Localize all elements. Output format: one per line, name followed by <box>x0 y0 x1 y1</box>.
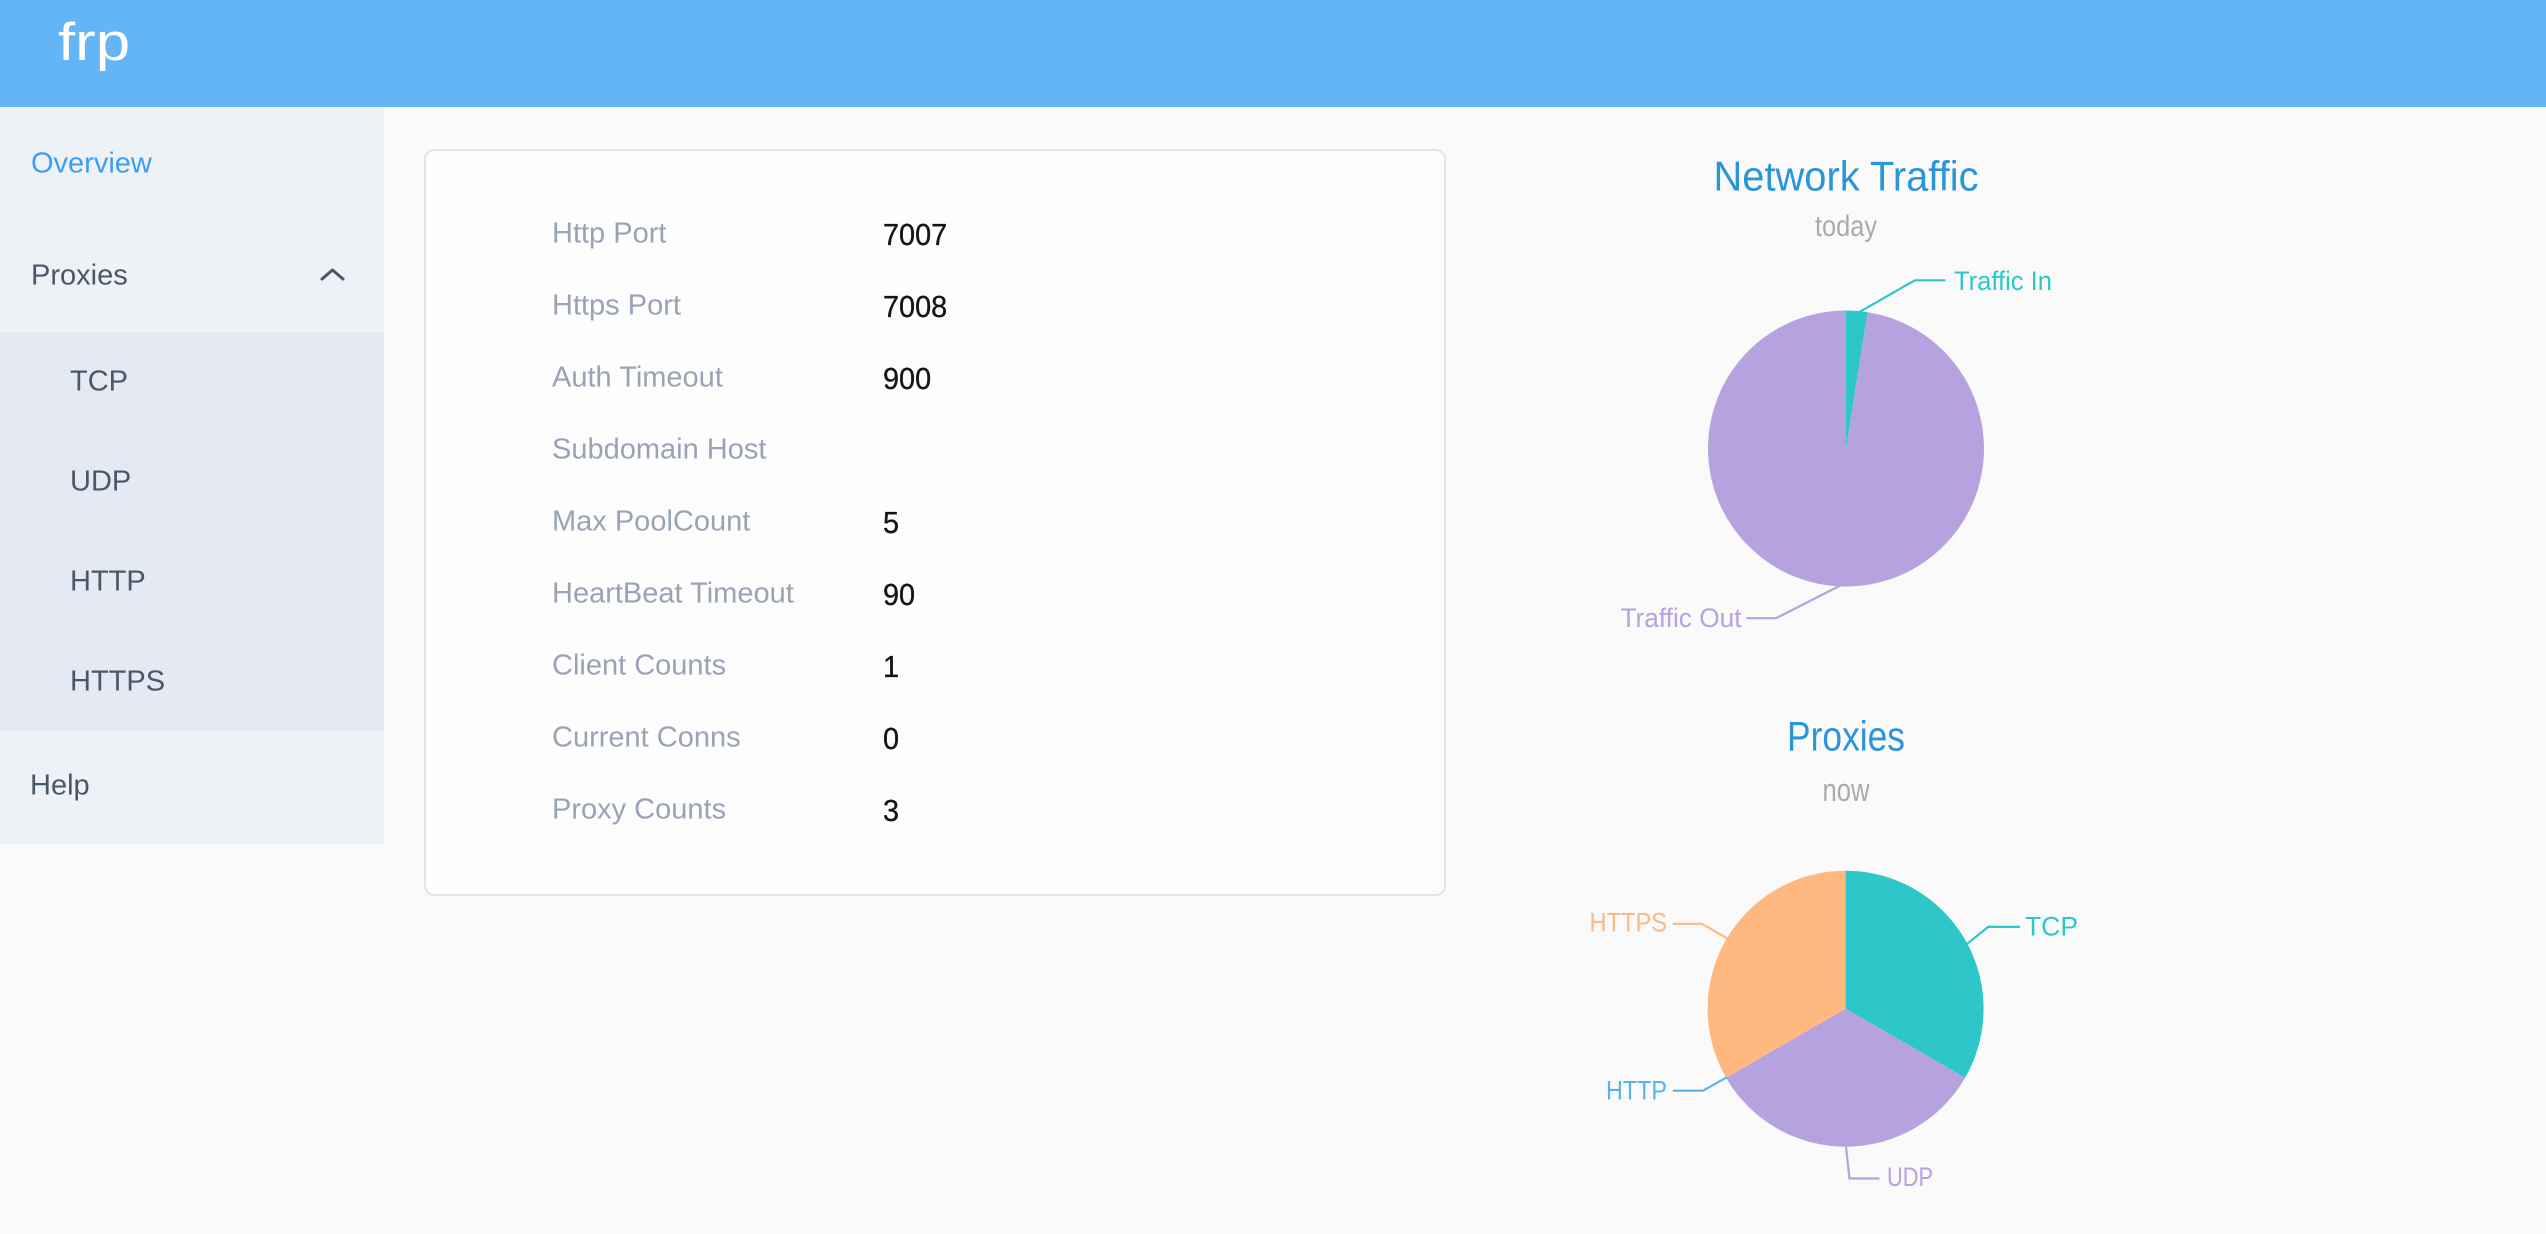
svg-text:Network Traffic: Network Traffic <box>1714 153 1979 200</box>
svg-text:Traffic Out: Traffic Out <box>1621 603 1742 633</box>
svg-text:HTTPS: HTTPS <box>1590 908 1668 938</box>
svg-text:HTTP: HTTP <box>1606 1076 1667 1106</box>
svg-text:today: today <box>1815 210 1877 243</box>
svg-text:Traffic In: Traffic In <box>1954 266 2052 296</box>
svg-text:TCP: TCP <box>2025 912 2078 942</box>
svg-text:now: now <box>1823 772 1871 808</box>
svg-text:Proxies: Proxies <box>1787 713 1905 760</box>
svg-text:UDP: UDP <box>1887 1162 1933 1192</box>
